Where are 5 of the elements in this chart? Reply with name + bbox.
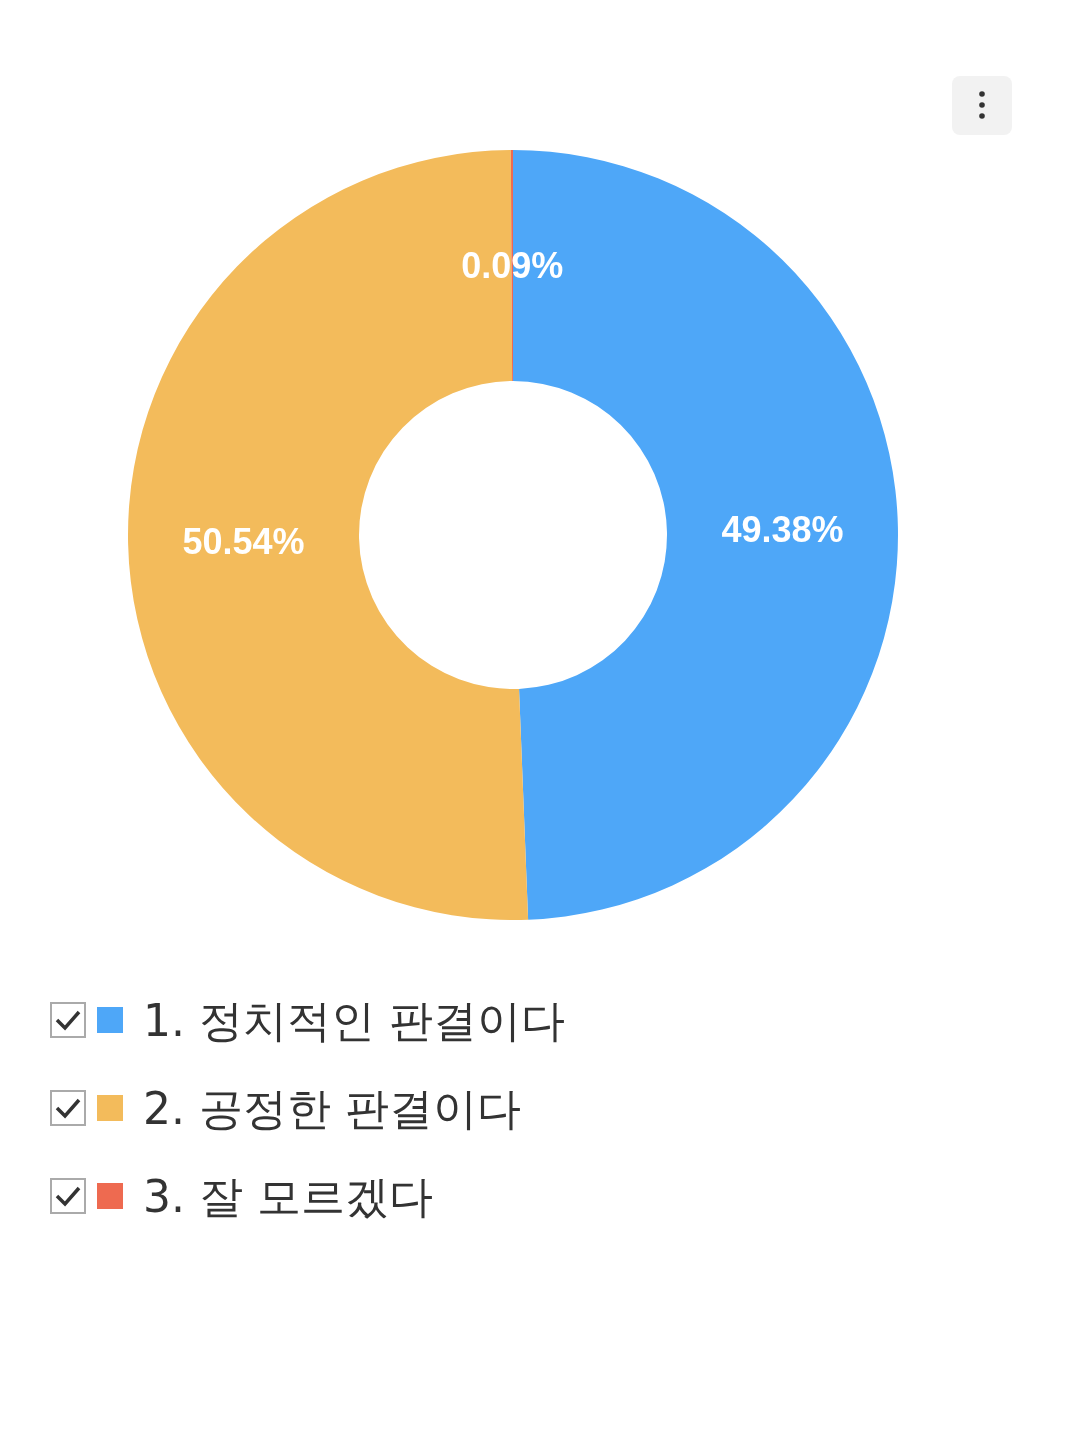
legend-label: 3. 잘 모르겠다: [143, 1170, 433, 1222]
data-label: 50.54%: [182, 520, 305, 562]
data-label: 49.38%: [721, 509, 844, 551]
legend-label: 2. 공정한 판결이다: [143, 1082, 521, 1134]
legend-label: 1. 정치적인 판결이다: [143, 994, 565, 1046]
